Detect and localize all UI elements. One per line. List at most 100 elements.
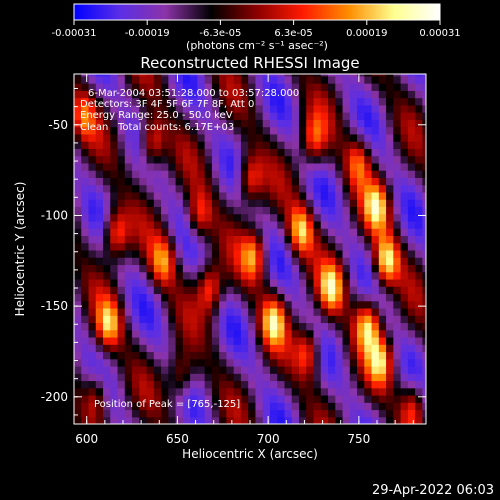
heatmap-cell (320, 170, 329, 178)
heatmap-cell (248, 97, 257, 106)
heatmap-cell (204, 206, 213, 215)
heatmap-cell (95, 191, 104, 200)
heatmap-cell (74, 199, 82, 207)
heatmap-cell (313, 104, 322, 113)
heatmap-cell (95, 257, 104, 266)
heatmap-cell (349, 380, 358, 389)
heatmap-cell (284, 104, 293, 113)
heatmap-cell (269, 228, 278, 236)
heatmap-cell (233, 220, 242, 229)
heatmap-cell (110, 257, 119, 266)
heatmap-cell (248, 373, 257, 382)
heatmap-cell (175, 344, 184, 353)
heatmap-cell (168, 344, 177, 353)
heatmap-cell (378, 213, 387, 222)
heatmap-cell (306, 74, 315, 77)
heatmap-cell (153, 206, 162, 215)
heatmap-cell (103, 228, 111, 236)
heatmap-cell (190, 148, 198, 157)
heatmap-cell (269, 373, 278, 382)
heatmap-cell (95, 242, 104, 251)
heatmap-cell (117, 344, 126, 353)
heatmap-cell (306, 249, 315, 258)
heatmap-cell (175, 387, 184, 396)
heatmap-cell (175, 373, 184, 382)
heatmap-cell (335, 373, 344, 382)
heatmap-cell (103, 213, 111, 222)
heatmap-cell (197, 394, 206, 403)
heatmap-cell (349, 90, 358, 99)
heatmap-cell (269, 394, 278, 403)
heatmap-cell (139, 75, 148, 84)
heatmap-cell (248, 148, 257, 157)
heatmap-cell (204, 329, 213, 338)
heatmap-cell (284, 242, 293, 251)
heatmap-cell (313, 365, 322, 374)
heatmap-cell (146, 126, 155, 135)
heatmap-cell (255, 170, 264, 178)
heatmap-cell (255, 264, 264, 273)
heatmap-cell (168, 220, 177, 229)
heatmap-cell (124, 249, 133, 258)
heatmap-cell (291, 213, 300, 222)
heatmap-cell (349, 206, 358, 215)
heatmap-cell (219, 271, 228, 280)
heatmap-cell (328, 300, 336, 309)
heatmap-cell (124, 344, 133, 353)
heatmap-cell (182, 293, 191, 302)
heatmap-cell (248, 119, 257, 128)
heatmap-cell (233, 242, 242, 251)
heatmap-cell (139, 83, 148, 91)
heatmap-cell (306, 409, 315, 418)
heatmap-cell (320, 249, 329, 258)
heatmap-cell (306, 329, 315, 338)
heatmap-cell (415, 242, 423, 251)
heatmap-cell (422, 162, 426, 171)
heatmap-cell (335, 249, 344, 258)
heatmap-cell (161, 322, 169, 331)
heatmap-cell (371, 206, 380, 215)
heatmap-cell (415, 264, 423, 273)
heatmap-cell (175, 119, 184, 128)
heatmap-cell (422, 112, 426, 120)
heatmap-cell (161, 380, 169, 389)
heatmap-cell (233, 213, 242, 222)
heatmap-cell (320, 402, 329, 411)
heatmap-cell (161, 74, 169, 77)
heatmap-cell (139, 271, 148, 280)
heatmap-cell (146, 155, 155, 164)
heatmap-cell (146, 104, 155, 113)
heatmap-cell (240, 177, 249, 186)
heatmap-cell (161, 235, 169, 244)
x-tick-label: 700 (257, 432, 280, 446)
heatmap-cell (407, 416, 416, 424)
heatmap-cell (393, 74, 402, 77)
heatmap-cell (291, 278, 300, 287)
heatmap-cell (146, 293, 155, 302)
heatmap-cell (95, 74, 104, 77)
heatmap-cell (320, 307, 329, 316)
heatmap-cell (342, 293, 351, 302)
heatmap-cell (357, 162, 365, 171)
heatmap-cell (393, 104, 402, 113)
heatmap-cell (95, 409, 104, 418)
heatmap-cell (357, 293, 365, 302)
heatmap-cell (248, 307, 257, 316)
heatmap-cell (233, 206, 242, 215)
heatmap-cell (226, 213, 235, 222)
heatmap-cell (422, 213, 426, 222)
heatmap-cell (240, 409, 249, 418)
heatmap-cell (306, 365, 315, 374)
heatmap-cell (161, 126, 169, 135)
heatmap-cell (328, 74, 336, 77)
heatmap-cell (298, 83, 307, 91)
heatmap-cell (248, 300, 257, 309)
heatmap-cell (233, 351, 242, 360)
heatmap-cell (240, 90, 249, 99)
heatmap-cell (161, 104, 169, 113)
heatmap-cell (204, 300, 213, 309)
heatmap-cell (407, 177, 416, 186)
heatmap-cell (161, 271, 169, 280)
heatmap-cell (407, 286, 416, 295)
heatmap-cell (386, 75, 394, 84)
